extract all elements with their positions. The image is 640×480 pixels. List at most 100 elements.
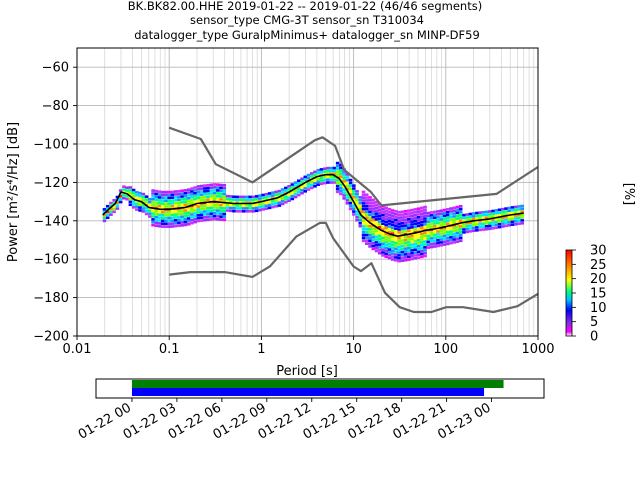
density-cell xyxy=(225,200,230,204)
density-cell xyxy=(199,210,204,214)
density-cell xyxy=(371,247,376,251)
density-cell xyxy=(125,189,129,192)
density-cell xyxy=(209,195,214,198)
density-cell xyxy=(238,210,243,213)
density-cell xyxy=(365,216,369,220)
density-cell xyxy=(148,212,152,215)
x-tick-label: 0.1 xyxy=(159,342,180,357)
density-cell xyxy=(445,210,450,214)
density-cell xyxy=(371,221,376,225)
density-cell xyxy=(465,219,469,222)
density-cell xyxy=(144,209,149,213)
density-cell xyxy=(135,208,139,211)
density-cell xyxy=(235,195,240,199)
y-tick-label: −80 xyxy=(42,99,69,114)
density-cell xyxy=(209,203,214,207)
density-cell xyxy=(449,238,453,242)
density-cell xyxy=(203,213,207,216)
density-cell xyxy=(342,191,346,194)
density-cell xyxy=(394,230,398,233)
density-cell xyxy=(400,259,405,263)
density-cell xyxy=(248,201,252,204)
density-cell xyxy=(468,212,473,216)
density-cell xyxy=(423,225,427,229)
density-cell xyxy=(177,201,181,204)
density-cell xyxy=(306,185,311,188)
density-cell xyxy=(183,191,188,195)
density-cell xyxy=(501,216,505,220)
density-cell xyxy=(361,196,366,199)
density-cell xyxy=(183,215,188,218)
density-cell xyxy=(429,231,434,234)
density-cell xyxy=(494,223,499,227)
density-cell xyxy=(342,171,346,174)
density-cell xyxy=(416,213,421,216)
density-cell xyxy=(471,217,476,221)
density-cell xyxy=(410,240,414,244)
density-cell xyxy=(413,236,418,240)
density-cell xyxy=(381,222,385,225)
density-cell xyxy=(245,198,249,202)
density-cell xyxy=(514,222,518,226)
density-cell xyxy=(423,254,427,258)
density-cell xyxy=(157,222,162,225)
density-cell xyxy=(209,186,214,190)
density-cell xyxy=(426,246,431,249)
density-cell xyxy=(261,196,265,200)
density-cell xyxy=(368,242,372,245)
density-cell xyxy=(436,241,440,245)
density-cell xyxy=(102,216,107,220)
density-cell xyxy=(290,183,295,186)
density-cell xyxy=(248,204,252,207)
density-cell xyxy=(254,197,259,201)
density-cell xyxy=(135,202,139,206)
density-cell xyxy=(225,206,230,209)
density-cell xyxy=(219,192,223,195)
density-cell xyxy=(413,210,418,214)
density-cell xyxy=(413,242,418,246)
density-cell xyxy=(387,210,392,214)
density-cell xyxy=(238,195,243,199)
colorbar-tick-label: 5 xyxy=(590,315,598,330)
density-cell xyxy=(462,231,466,234)
density-cell xyxy=(445,231,450,234)
density-cell xyxy=(339,183,343,187)
density-cell xyxy=(284,189,288,193)
density-cell xyxy=(455,220,460,223)
density-cell xyxy=(109,201,113,205)
density-cell xyxy=(413,254,418,257)
density-cell xyxy=(471,229,476,233)
density-cell xyxy=(267,203,272,207)
density-cell xyxy=(400,239,405,242)
density-cell xyxy=(271,200,275,203)
density-cell xyxy=(352,210,356,213)
density-cell xyxy=(232,195,236,199)
density-cell xyxy=(216,194,220,198)
density-cell xyxy=(160,196,165,200)
density-cell xyxy=(429,239,434,243)
density-cell xyxy=(342,174,346,177)
density-cell xyxy=(452,232,457,236)
density-cell xyxy=(342,188,346,192)
density-cell xyxy=(199,187,204,191)
density-cell xyxy=(277,198,282,202)
density-cell xyxy=(403,241,408,245)
density-cell xyxy=(394,235,398,239)
density-cell xyxy=(420,209,424,213)
density-cell xyxy=(235,210,240,213)
density-cell xyxy=(452,206,457,210)
density-cell xyxy=(458,225,463,228)
density-cell xyxy=(410,234,414,238)
density-cell xyxy=(115,195,120,199)
density-cell xyxy=(397,213,401,217)
density-cell xyxy=(216,209,220,212)
density-cell xyxy=(241,198,246,202)
density-cell xyxy=(429,234,434,237)
density-cell xyxy=(105,216,110,220)
density-cell xyxy=(361,213,366,217)
density-cell xyxy=(154,210,159,213)
density-cell xyxy=(420,218,424,221)
density-cell xyxy=(410,228,414,232)
density-cell xyxy=(348,181,353,185)
density-cell xyxy=(135,190,139,194)
